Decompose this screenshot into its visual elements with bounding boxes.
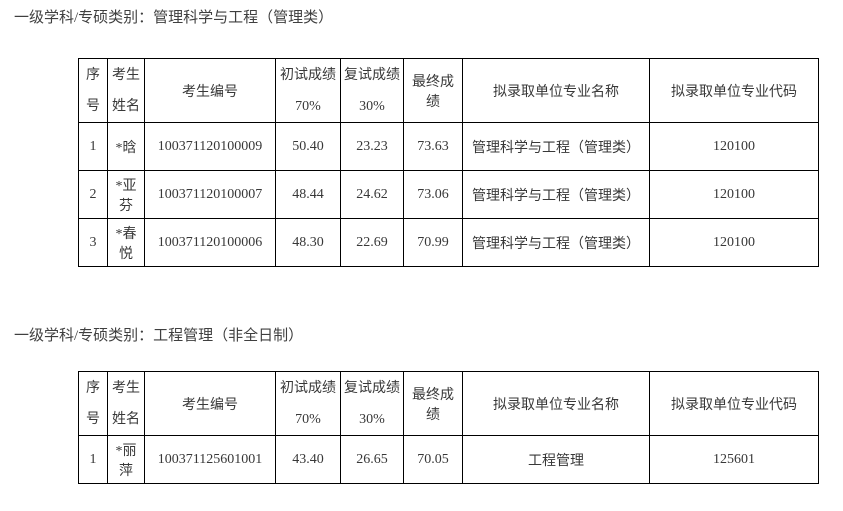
- column-header-retest-score: 复试成绩 30%: [340, 371, 404, 436]
- header-text: 序: [86, 380, 100, 396]
- cell-candidate-id: 100371120100007: [144, 170, 276, 219]
- cell-final-score: 73.06: [403, 170, 463, 219]
- cell-initial-score: 48.30: [275, 218, 341, 267]
- cell-major-name: 管理科学与工程（管理类）: [462, 122, 650, 171]
- table-row: 1 *丽萍 100371125601001 43.40 26.65 70.05 …: [78, 435, 819, 484]
- cell-retest-score: 24.62: [340, 170, 404, 219]
- header-text: 考生: [112, 380, 140, 396]
- cell-candidate-id: 100371120100006: [144, 218, 276, 267]
- header-text: 拟录取单位专业代码: [671, 84, 797, 100]
- column-header-seq: 序 号: [78, 58, 108, 123]
- column-header-name: 考生 姓名: [107, 371, 145, 436]
- cell-major-code: 120100: [649, 122, 819, 171]
- cell-final-score: 70.05: [403, 435, 463, 484]
- header-text: 拟录取单位专业名称: [493, 84, 619, 100]
- header-text: 号: [86, 98, 100, 114]
- admission-table-1: 序 号 考生 姓名 考生编号 初试成绩 70% 复试成绩 30% 最终成绩: [78, 58, 819, 267]
- header-text: 30%: [359, 411, 385, 427]
- column-header-major-code: 拟录取单位专业代码: [649, 371, 819, 436]
- cell-major-code: 120100: [649, 170, 819, 219]
- cell-name: *晗: [107, 122, 145, 171]
- column-header-name: 考生 姓名: [107, 58, 145, 123]
- cell-initial-score: 50.40: [275, 122, 341, 171]
- header-text: 拟录取单位专业名称: [493, 397, 619, 413]
- header-text: 最终成绩: [412, 387, 454, 423]
- cell-name: *春悦: [107, 218, 145, 267]
- cell-name: *亚芬: [107, 170, 145, 219]
- cell-candidate-id: 100371120100009: [144, 122, 276, 171]
- table-row: 2 *亚芬 100371120100007 48.44 24.62 73.06 …: [78, 170, 819, 219]
- header-text: 30%: [359, 98, 385, 114]
- header-text: 考生编号: [182, 84, 238, 100]
- table-row: 1 *晗 100371120100009 50.40 23.23 73.63 管…: [78, 122, 819, 171]
- table-header-row: 序 号 考生 姓名 考生编号 初试成绩 70% 复试成绩 30% 最终成绩: [78, 371, 819, 436]
- cell-final-score: 70.99: [403, 218, 463, 267]
- cell-major-name: 工程管理: [462, 435, 650, 484]
- header-text: 姓名: [112, 411, 140, 427]
- column-header-initial-score: 初试成绩 70%: [275, 58, 341, 123]
- column-header-seq: 序 号: [78, 371, 108, 436]
- header-text: 初试成绩: [280, 380, 336, 396]
- cell-final-score: 73.63: [403, 122, 463, 171]
- column-header-candidate-id: 考生编号: [144, 371, 276, 436]
- cell-major-name: 管理科学与工程（管理类）: [462, 170, 650, 219]
- cell-name: *丽萍: [107, 435, 145, 484]
- header-text: 姓名: [112, 98, 140, 114]
- column-header-final-score: 最终成绩: [403, 371, 463, 436]
- column-header-major-name: 拟录取单位专业名称: [462, 58, 650, 123]
- header-text: 最终成绩: [412, 74, 454, 110]
- column-header-initial-score: 初试成绩 70%: [275, 371, 341, 436]
- column-header-retest-score: 复试成绩 30%: [340, 58, 404, 123]
- cell-initial-score: 43.40: [275, 435, 341, 484]
- cell-candidate-id: 100371125601001: [144, 435, 276, 484]
- header-text: 70%: [295, 98, 321, 114]
- header-text: 号: [86, 411, 100, 427]
- section-title-2: 一级学科/专硕类别：工程管理（非全日制）: [14, 328, 304, 344]
- column-header-candidate-id: 考生编号: [144, 58, 276, 123]
- header-text: 序: [86, 67, 100, 83]
- cell-retest-score: 23.23: [340, 122, 404, 171]
- section-title-1: 一级学科/专硕类别：管理科学与工程（管理类）: [14, 10, 334, 26]
- header-text: 复试成绩: [344, 380, 400, 396]
- header-text: 初试成绩: [280, 67, 336, 83]
- cell-seq: 1: [78, 435, 108, 484]
- cell-major-code: 120100: [649, 218, 819, 267]
- header-text: 拟录取单位专业代码: [671, 397, 797, 413]
- header-text: 复试成绩: [344, 67, 400, 83]
- admission-table-2: 序 号 考生 姓名 考生编号 初试成绩 70% 复试成绩 30% 最终成绩: [78, 371, 819, 484]
- header-text: 考生编号: [182, 397, 238, 413]
- cell-retest-score: 26.65: [340, 435, 404, 484]
- cell-major-code: 125601: [649, 435, 819, 484]
- cell-seq: 3: [78, 218, 108, 267]
- header-text: 考生: [112, 67, 140, 83]
- column-header-major-name: 拟录取单位专业名称: [462, 371, 650, 436]
- cell-seq: 1: [78, 122, 108, 171]
- header-text: 70%: [295, 411, 321, 427]
- cell-initial-score: 48.44: [275, 170, 341, 219]
- column-header-final-score: 最终成绩: [403, 58, 463, 123]
- table-row: 3 *春悦 100371120100006 48.30 22.69 70.99 …: [78, 218, 819, 267]
- cell-retest-score: 22.69: [340, 218, 404, 267]
- table-header-row: 序 号 考生 姓名 考生编号 初试成绩 70% 复试成绩 30% 最终成绩: [78, 58, 819, 123]
- cell-seq: 2: [78, 170, 108, 219]
- column-header-major-code: 拟录取单位专业代码: [649, 58, 819, 123]
- cell-major-name: 管理科学与工程（管理类）: [462, 218, 650, 267]
